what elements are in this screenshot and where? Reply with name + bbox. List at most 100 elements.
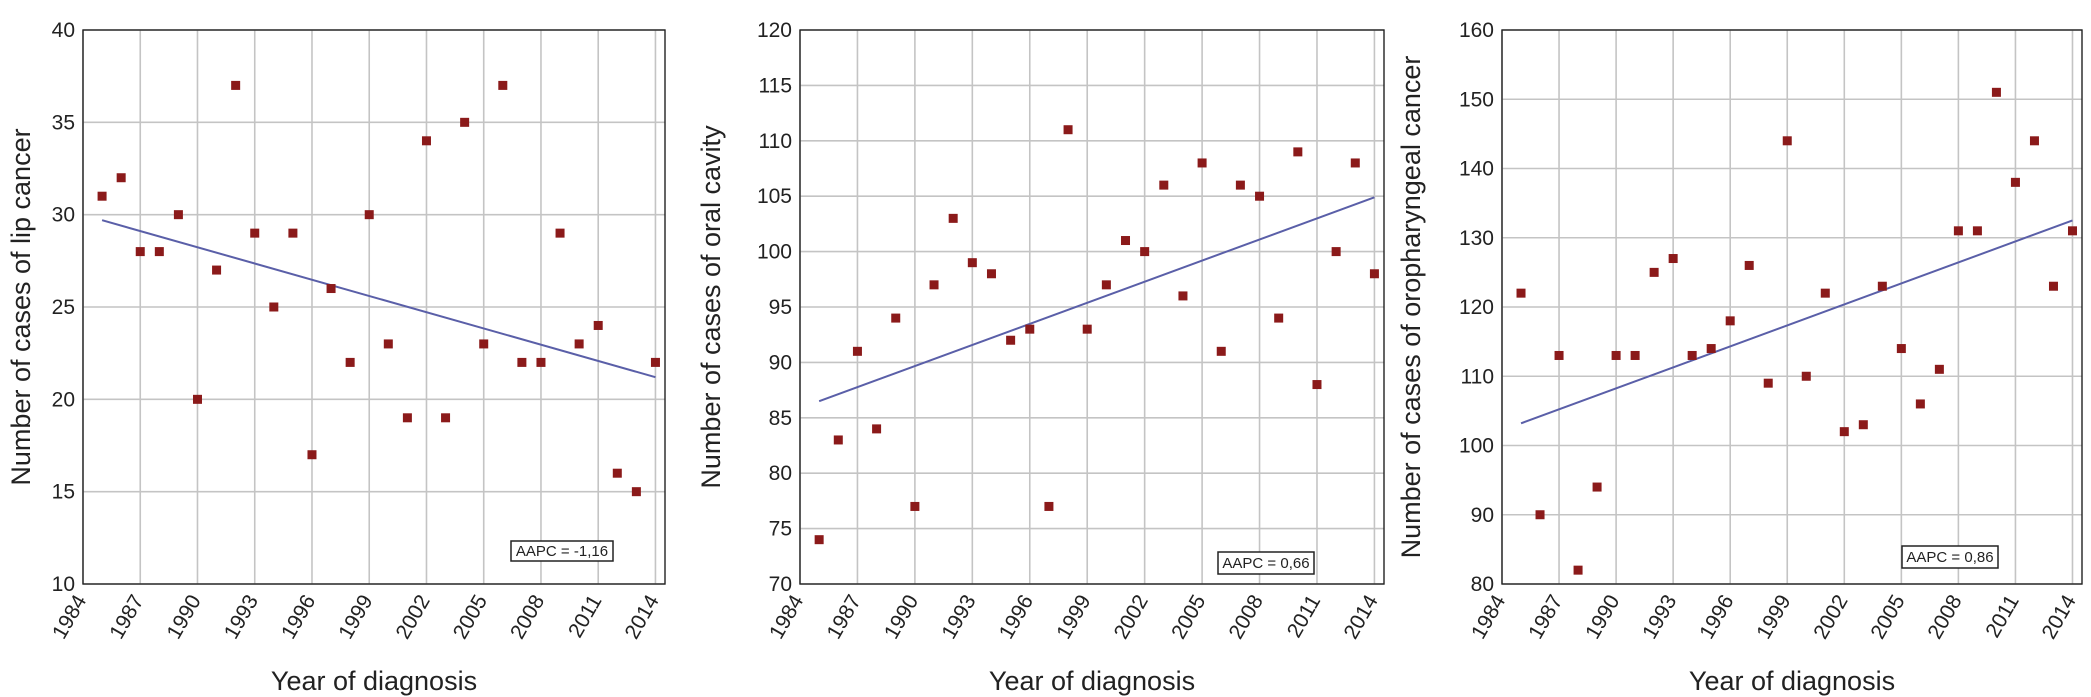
x-tick-label: 1993 [1638,591,1681,643]
x-tick-label: 2014 [2038,591,2081,643]
data-point [1535,510,1545,520]
data-point [1044,501,1054,511]
y-tick-label: 150 [1459,88,1494,111]
y-tick-label: 100 [757,241,792,264]
x-tick-label: 2002 [1809,591,1852,643]
data-point [135,247,145,257]
data-point [986,269,996,279]
data-point [1706,344,1716,354]
y-tick-label: 110 [1461,365,1494,388]
data-point [97,191,107,201]
chart-panel-1: 10 15 20 25 30 35 40 1984 1987 1990 1993 1996 1999 20… [6,19,666,696]
data-point [1159,180,1169,190]
y-tick-label: 120 [1459,296,1494,319]
data-point [2029,136,2039,146]
data-point [593,320,603,330]
data-point [364,210,374,220]
y-tick-label: 95 [769,296,792,319]
data-point [1063,125,1073,135]
aapc-badge-box [1217,551,1315,575]
data-point [460,117,470,127]
data-point [1801,371,1811,381]
data-point [1312,380,1322,390]
data-point [479,339,489,349]
data-point [1934,364,1944,374]
data-points [814,125,1379,545]
x-tick-label: 1984 [48,591,91,643]
x-tick-label: 2005 [449,591,492,643]
x-tick-labels: 1984 1987 1990 1993 1996 1999 2002 2005 2008 2011… [48,591,664,643]
x-tick-label: 1996 [1695,591,1738,643]
data-point [1235,180,1245,190]
aapc-badge: AAPC = -1,16 [510,540,614,562]
data-point [1915,399,1925,409]
data-point [1369,269,1379,279]
x-tick-label: 2005 [1167,591,1210,643]
data-point [1953,226,1963,236]
data-point [250,228,260,238]
gridlines [82,29,665,585]
y-tick-label: 10 [52,573,75,596]
x-tick-label: 1987 [105,591,148,643]
data-points [1516,87,2077,575]
data-point [517,357,527,367]
y-tick-label: 20 [52,388,75,411]
x-tick-label: 2008 [1923,591,1966,643]
data-point [231,80,241,90]
x-tick-label: 1990 [163,591,206,643]
data-point [1255,191,1265,201]
y-tick-label: 40 [52,19,75,42]
y-tick-label: 85 [769,407,792,430]
data-point [498,80,508,90]
data-point [1573,565,1583,575]
x-tick-label: 2011 [1981,591,2024,642]
data-point [1611,350,1621,360]
x-tick-label: 2011 [1283,591,1326,642]
data-point [1350,158,1360,168]
data-point [1972,226,1982,236]
data-point [967,258,977,268]
aapc-badge: AAPC = 0,86 [1901,545,1999,569]
data-point [1782,136,1792,146]
data-point [1630,350,1640,360]
data-point [421,136,431,146]
aapc-badge-label: AAPC = 0,86 [1906,549,1993,566]
y-tick-label: 80 [769,462,792,485]
data-point [1763,378,1773,388]
y-tick-label: 115 [759,74,792,97]
y-tick-label: 80 [1471,573,1494,596]
y-tick-label: 70 [769,573,792,596]
data-point [1216,346,1226,356]
data-point [852,346,862,356]
data-point [212,265,222,275]
x-tick-label: 1984 [1467,591,1510,643]
data-point [192,394,202,404]
data-point [326,284,336,294]
plot-frame [1501,29,2083,585]
y-tick-labels: 70 75 80 85 90 95 100 105 110 115 120 [757,19,792,596]
data-point [154,247,164,257]
y-tick-label: 35 [52,111,75,134]
x-tick-label: 1999 [334,591,377,643]
aapc-badge-box [510,540,614,562]
data-point [910,501,920,511]
data-point [402,413,412,423]
plot-frame [82,29,666,585]
data-point [1668,254,1678,264]
aapc-badge-box [1901,545,1999,569]
y-axis-title: Number of cases of oropharyngeal cancer [1396,56,1426,559]
data-point [1178,291,1188,301]
y-tick-label: 105 [757,185,792,208]
data-point [1877,281,1887,291]
data-point [1006,335,1016,345]
x-tick-label: 1990 [1581,591,1624,643]
data-point [612,468,622,478]
y-tick-label: 75 [769,518,792,541]
y-tick-label: 90 [769,351,792,374]
data-point [2048,281,2058,291]
data-point [1274,313,1284,323]
data-point [1858,420,1868,430]
data-point [1331,247,1341,257]
data-point [1649,267,1659,277]
